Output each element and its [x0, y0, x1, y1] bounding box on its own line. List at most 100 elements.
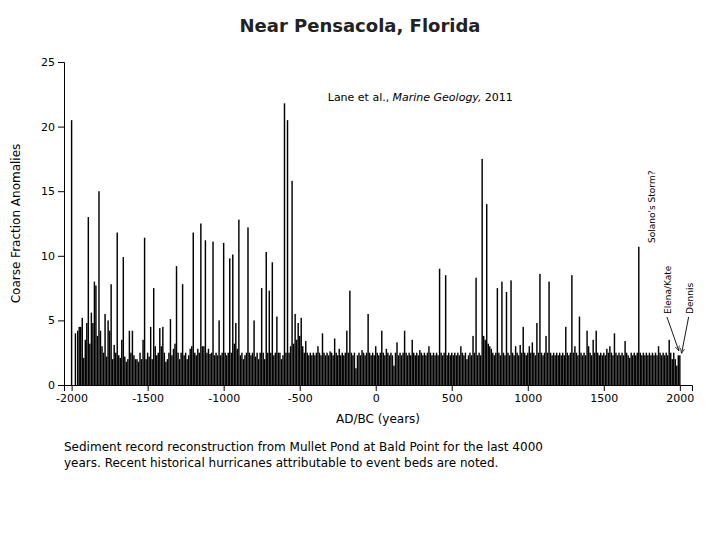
bar	[220, 355, 221, 385]
bar	[161, 346, 162, 385]
bar	[497, 288, 498, 385]
bar	[136, 359, 137, 385]
bar	[361, 350, 362, 385]
chart: Near Pensacola, Florida-2000-1500-1000-5…	[0, 0, 720, 540]
bar	[272, 262, 273, 385]
bar	[535, 355, 536, 385]
bar	[541, 353, 542, 385]
bar	[170, 319, 171, 385]
bar	[434, 355, 435, 385]
bar	[112, 359, 113, 385]
bar	[515, 346, 516, 385]
bar	[472, 336, 473, 385]
bar	[343, 355, 344, 385]
bar	[503, 353, 504, 385]
bar	[238, 220, 239, 385]
bar	[179, 359, 180, 385]
bar	[339, 349, 340, 385]
bar	[454, 353, 455, 385]
tick-mark	[376, 385, 377, 391]
bar	[519, 345, 520, 385]
bar	[284, 103, 285, 385]
bar	[504, 355, 505, 385]
bar	[294, 314, 295, 385]
bar	[456, 355, 457, 385]
bar	[392, 355, 393, 385]
bar	[291, 181, 292, 385]
bar	[185, 353, 186, 385]
tick-label: 10	[41, 250, 55, 263]
bar	[247, 227, 248, 385]
bar	[380, 353, 381, 385]
tick-label: -1500	[132, 392, 164, 405]
bar	[130, 353, 131, 385]
tick: -2000	[56, 385, 88, 405]
bar	[205, 240, 206, 385]
bar	[475, 278, 476, 385]
bar	[605, 355, 606, 385]
bar	[342, 353, 343, 385]
bar	[407, 355, 408, 385]
bar	[401, 355, 402, 385]
bar	[550, 353, 551, 385]
bar	[612, 355, 613, 385]
bar	[513, 355, 514, 385]
bar	[164, 353, 165, 385]
bar	[197, 349, 198, 385]
bar	[465, 353, 466, 385]
bar	[354, 353, 355, 385]
annotation: Elena/Kate	[663, 265, 673, 314]
title: Near Pensacola, Florida	[239, 15, 480, 36]
bar	[580, 353, 581, 385]
bar	[600, 353, 601, 385]
bar	[352, 355, 353, 385]
tick-mark	[58, 256, 64, 257]
bar	[512, 353, 513, 385]
bar	[158, 353, 159, 385]
annotation-arrow	[667, 317, 679, 351]
bar	[107, 320, 108, 385]
bar	[165, 362, 166, 385]
bar	[311, 355, 312, 385]
tick-mark	[72, 385, 73, 391]
bar	[424, 353, 425, 385]
bar	[416, 353, 417, 385]
bar	[104, 314, 105, 385]
bar	[100, 331, 101, 385]
bar	[235, 323, 236, 385]
bar	[567, 353, 568, 385]
bar	[676, 366, 677, 385]
tick-label: -500	[288, 392, 313, 405]
bar	[262, 353, 263, 385]
bar	[611, 353, 612, 385]
bar	[332, 355, 333, 385]
x-axis: -2000-1500-1000-5000500100015002000	[56, 385, 694, 405]
tick-label: 15	[41, 185, 55, 198]
tick-mark	[452, 385, 453, 391]
bar	[576, 353, 577, 385]
bar	[597, 353, 598, 385]
tick: 1500	[590, 385, 618, 405]
bar	[253, 320, 254, 385]
bar	[372, 353, 373, 385]
bar	[524, 353, 525, 385]
bar	[542, 355, 543, 385]
bar	[668, 340, 669, 385]
bar	[218, 320, 219, 385]
bar	[224, 353, 225, 385]
bar	[366, 353, 367, 385]
bar	[155, 346, 156, 385]
bar	[658, 346, 659, 385]
bar	[422, 355, 423, 385]
bar	[351, 353, 352, 385]
bar	[620, 355, 621, 385]
bar	[110, 284, 111, 385]
tick: 15	[41, 185, 64, 198]
bar	[643, 353, 644, 385]
bar	[577, 355, 578, 385]
bar	[153, 288, 154, 385]
bar	[428, 346, 429, 385]
tick: -500	[288, 385, 313, 405]
bar	[151, 359, 152, 385]
bar	[430, 353, 431, 385]
